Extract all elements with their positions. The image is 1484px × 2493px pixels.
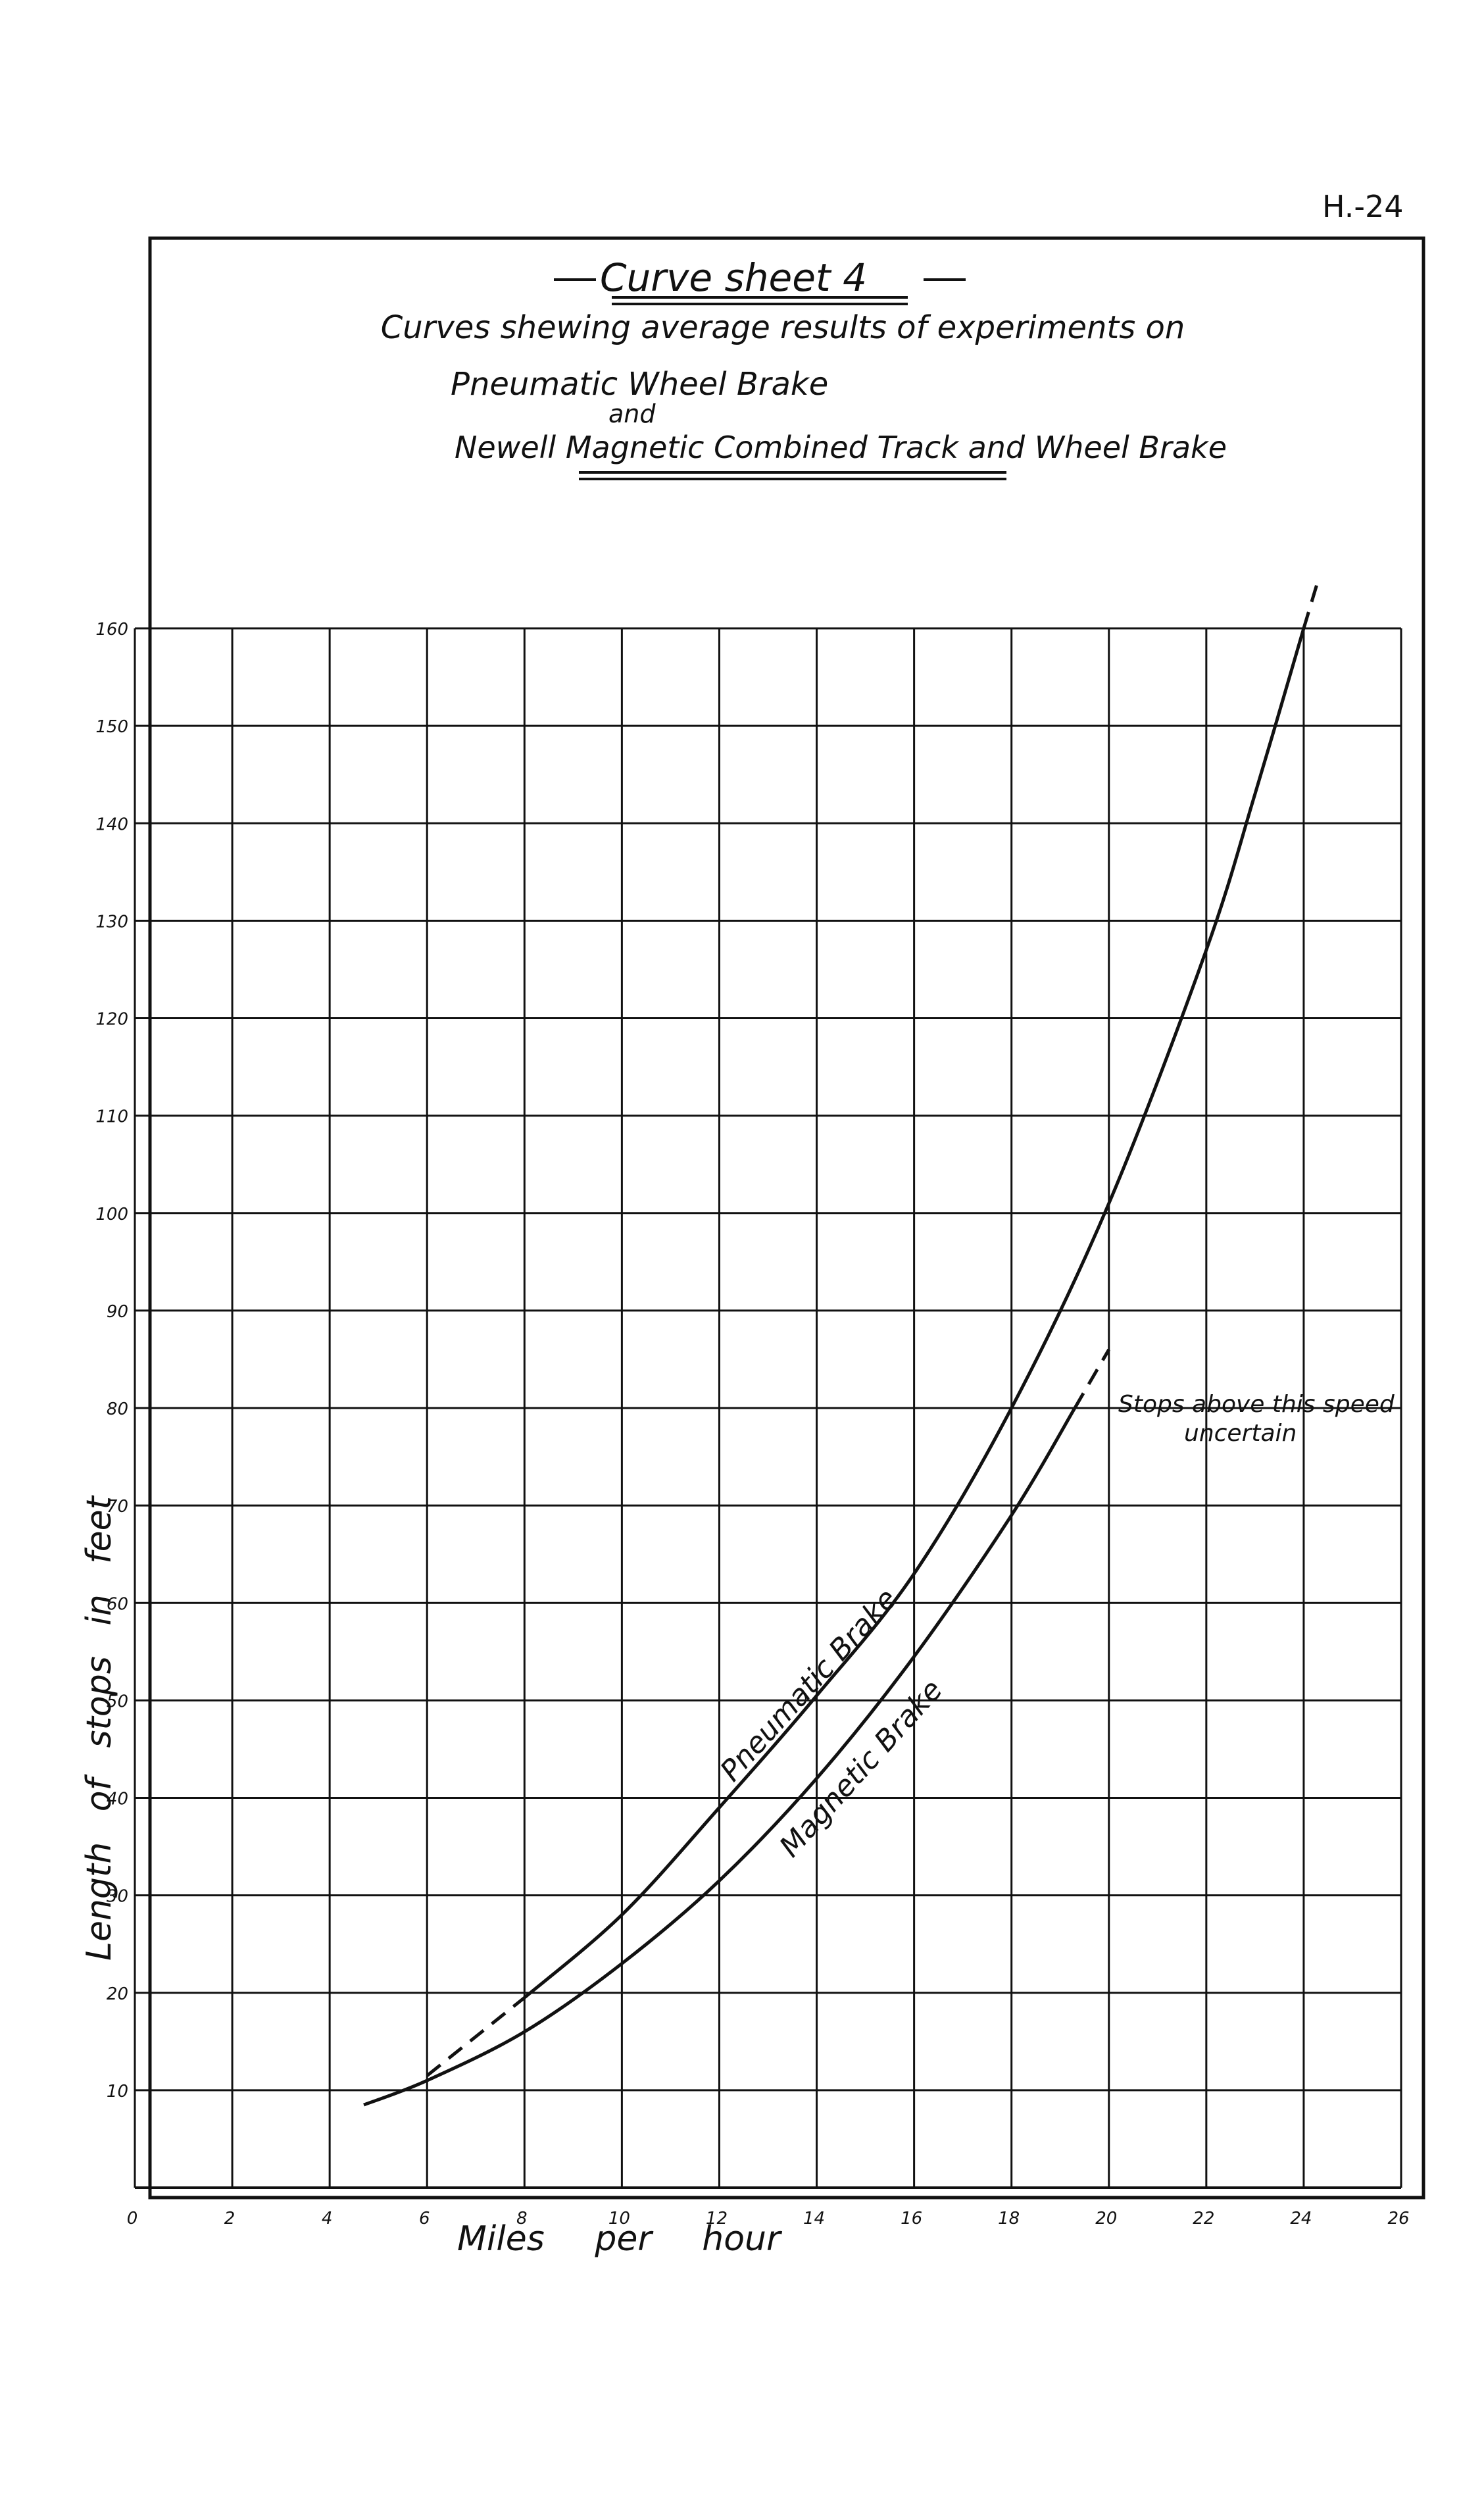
y-tick-label: 120 (95, 1010, 128, 1030)
y-tick-label: 150 (95, 717, 128, 737)
x-tick-label: 14 (803, 2209, 825, 2229)
annotation-line-2: uncertain (1184, 1420, 1297, 1447)
y-tick-label: 20 (107, 1984, 128, 2004)
x-tick-label: 24 (1290, 2209, 1312, 2229)
header: Curve sheet 4 Curves shewing average res… (381, 255, 1227, 480)
y-tick-label: 110 (95, 1107, 128, 1127)
y-tick-labels: 10 20 30 40 50 60 70 80 90 100 110 120 130 140 150 160 (95, 620, 128, 2102)
connector-text: and (608, 399, 656, 428)
y-tick-label: 70 (107, 1497, 128, 1517)
chart-subtitle: Curves shewing average results of experi… (381, 309, 1185, 346)
series-lines (363, 579, 1320, 2107)
y-tick-label: 80 (107, 1399, 128, 1419)
grid (134, 627, 1402, 2189)
x-tick-label: 10 (608, 2209, 630, 2229)
x-axis-label: Miles per hour (457, 2219, 783, 2259)
y-tick-label: 30 (107, 1887, 128, 1907)
y-tick-label: 60 (107, 1594, 128, 1614)
chart-title: Curve sheet 4 (600, 255, 867, 300)
x-tick-label: 20 (1095, 2209, 1117, 2229)
y-tick-label: 90 (107, 1302, 128, 1322)
y-tick-label: 10 (107, 2082, 128, 2102)
brake-line-magnetic: Newell Magnetic Combined Track and Wheel… (455, 430, 1227, 465)
y-axis-label: Length of stops in feet (80, 1495, 119, 1961)
x-tick-label: 0 (127, 2209, 138, 2229)
series-dashed-pneumatic-brake (1302, 579, 1320, 629)
x-tick-labels: 0 2 4 6 8 10 12 14 16 18 20 22 24 26 (127, 2209, 1410, 2229)
x-tick-label: 12 (706, 2209, 728, 2229)
sheet-id: H.-24 (1322, 189, 1404, 224)
brake-line-pneumatic: Pneumatic Wheel Brake (451, 366, 828, 403)
x-tick-label: 16 (901, 2209, 922, 2229)
series-line-magnetic-brake (363, 1407, 1077, 2107)
annotation-line-1: Stops above this speed (1118, 1391, 1395, 1418)
series-line-pneumatic-brake (523, 628, 1306, 2000)
y-tick-label: 40 (107, 1790, 128, 1809)
y-tick-label: 100 (95, 1205, 128, 1224)
y-tick-label: 50 (107, 1692, 128, 1711)
x-tick-label: 22 (1193, 2209, 1214, 2229)
series-dashed-magnetic-brake (1073, 1348, 1110, 1409)
y-tick-label: 160 (95, 620, 128, 640)
x-tick-label: 26 (1387, 2209, 1409, 2229)
x-tick-label: 18 (998, 2209, 1020, 2229)
series-dashed-pneumatic-brake (426, 1996, 526, 2077)
x-tick-label: 4 (322, 2209, 333, 2229)
y-tick-label: 130 (95, 912, 128, 932)
x-tick-label: 6 (419, 2209, 430, 2229)
y-tick-label: 140 (95, 815, 128, 834)
sheet-frame (148, 236, 1425, 2200)
x-tick-label: 8 (516, 2209, 528, 2229)
x-tick-label: 2 (224, 2209, 235, 2229)
